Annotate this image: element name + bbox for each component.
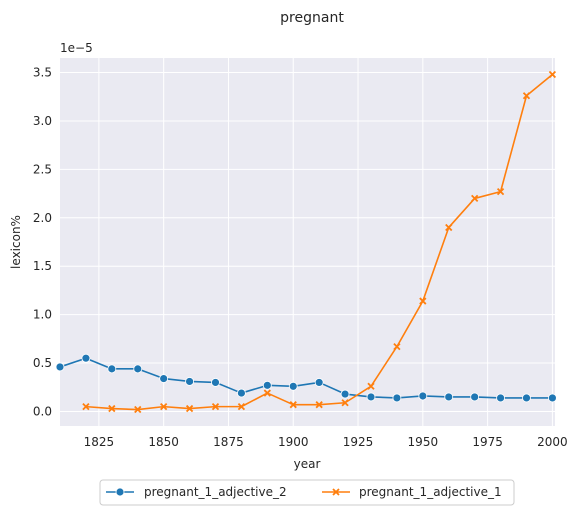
data-point [288, 381, 298, 391]
y-tick-label: 3.5 [33, 66, 52, 80]
legend-label: pregnant_1_adjective_2 [144, 485, 287, 499]
data-point [522, 92, 531, 100]
y-tick-label: 0.0 [33, 404, 52, 418]
data-point [445, 223, 453, 232]
x-tick-label: 1825 [84, 435, 115, 449]
series-layer [55, 70, 557, 414]
data-point [314, 378, 324, 387]
chart-title: pregnant [280, 10, 344, 26]
data-point [470, 392, 480, 402]
legend-marker [332, 488, 340, 496]
data-point [108, 404, 116, 413]
x-ticks: 1825 1850 1875 1900 1925 1950 1975 2000 [84, 435, 568, 449]
legend-item: pregnant_1_adjective_2 [106, 485, 287, 499]
data-point [444, 392, 454, 402]
data-point [366, 392, 376, 402]
series-pregnant_1_adjective_2 [55, 353, 557, 403]
data-point [340, 389, 350, 399]
y-offset-label: 1e−5 [60, 41, 93, 55]
legend-item: pregnant_1_adjective_1 [322, 485, 502, 499]
data-point [393, 342, 401, 351]
x-axis-title: year [294, 457, 321, 471]
y-ticks: 0.0 0.5 1.0 1.5 2.0 2.5 3.0 3.5 [33, 66, 52, 419]
x-tick-label: 1900 [278, 435, 309, 449]
x-tick-label: 1950 [408, 435, 439, 449]
data-point [392, 393, 402, 403]
data-point [548, 70, 557, 79]
data-point [160, 402, 168, 411]
data-point [185, 377, 194, 386]
legend-marker [115, 487, 125, 497]
data-point [159, 374, 169, 383]
data-point [81, 353, 91, 363]
x-tick-label: 1925 [343, 435, 374, 449]
y-tick-label: 2.0 [33, 211, 52, 225]
y-tick-label: 1.5 [33, 259, 52, 273]
data-point [522, 393, 531, 403]
legend: pregnant_1_adjective_2 pregnant_1_adjecti… [99, 479, 515, 506]
legend-frame [99, 479, 515, 506]
data-point [548, 393, 557, 403]
data-point [263, 389, 271, 397]
data-point [211, 402, 220, 411]
data-point [496, 188, 505, 196]
data-point [211, 378, 220, 387]
y-tick-label: 3.0 [33, 114, 52, 128]
y-tick-label: 0.5 [33, 356, 52, 370]
data-point [237, 388, 246, 398]
x-tick-label: 1850 [148, 435, 179, 449]
x-tick-label: 1875 [213, 435, 244, 449]
data-point [367, 382, 375, 390]
data-point [55, 362, 65, 372]
data-point [418, 391, 428, 401]
data-point [471, 194, 479, 203]
y-tick-label: 1.0 [33, 308, 52, 322]
x-tick-label: 2000 [537, 435, 568, 449]
data-point [341, 399, 349, 407]
plot-background [60, 58, 555, 426]
data-point [237, 402, 246, 411]
data-point [82, 402, 90, 411]
data-point [262, 380, 272, 390]
data-point [185, 404, 194, 413]
data-point [496, 393, 505, 403]
data-point [289, 401, 297, 409]
y-axis-title: lexicon% [9, 215, 23, 269]
data-point [419, 297, 427, 305]
legend-label: pregnant_1_adjective_1 [359, 485, 502, 499]
grid [60, 58, 555, 426]
data-point [134, 405, 142, 414]
series-pregnant_1_adjective_1 [82, 70, 557, 414]
data-point [107, 364, 117, 374]
y-tick-label: 2.5 [33, 162, 52, 176]
data-point [133, 364, 143, 374]
data-point [315, 401, 323, 409]
x-tick-label: 1975 [472, 435, 503, 449]
